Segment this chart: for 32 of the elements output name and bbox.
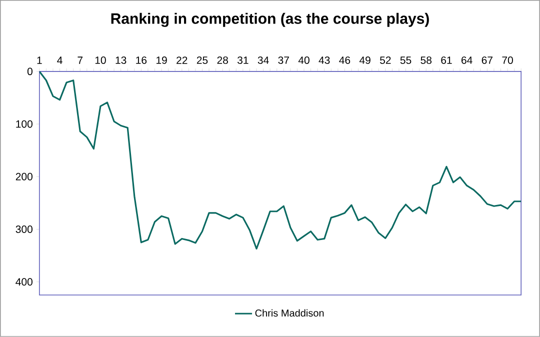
y-tick-label: 0 <box>27 68 32 76</box>
x-tick-label: 49 <box>359 56 370 64</box>
x-tick-label: 10 <box>95 56 106 64</box>
y-tick-label: 200 <box>16 172 32 180</box>
x-tick-label: 37 <box>278 56 289 64</box>
x-tick-label: 4 <box>57 56 62 64</box>
line-series <box>39 71 522 250</box>
chart-title: Ranking in competition (as the course plays) <box>111 12 429 27</box>
x-tick-label: 1 <box>37 56 42 64</box>
x-tick-label: 13 <box>116 56 126 64</box>
x-tick-label: 25 <box>196 56 208 64</box>
x-tick-label: 55 <box>400 56 412 64</box>
x-tick-label: 52 <box>380 56 391 64</box>
x-tick-label: 31 <box>238 56 248 64</box>
legend-label: Chris Maddison <box>255 309 324 317</box>
y-tick-label: 400 <box>16 278 32 286</box>
x-tick-label: 46 <box>339 56 350 64</box>
x-tick-label: 34 <box>258 56 269 64</box>
x-tick-label: 7 <box>78 56 83 64</box>
x-tick-label: 28 <box>217 56 228 64</box>
x-tick-label: 64 <box>462 56 472 64</box>
x-tick-label: 43 <box>318 56 330 64</box>
y-tick-label: 100 <box>16 120 32 128</box>
y-tick-label: 300 <box>16 226 32 234</box>
x-tick-label: 67 <box>482 56 492 64</box>
x-tick-label: 16 <box>136 56 147 64</box>
x-tick-label: 22 <box>176 56 188 64</box>
x-tick-label: 40 <box>298 56 310 64</box>
x-tick-label: 61 <box>441 56 452 64</box>
x-tick-label: 58 <box>420 56 432 64</box>
x-tick-label: 19 <box>156 56 167 64</box>
x-tick-label: 70 <box>502 56 513 64</box>
